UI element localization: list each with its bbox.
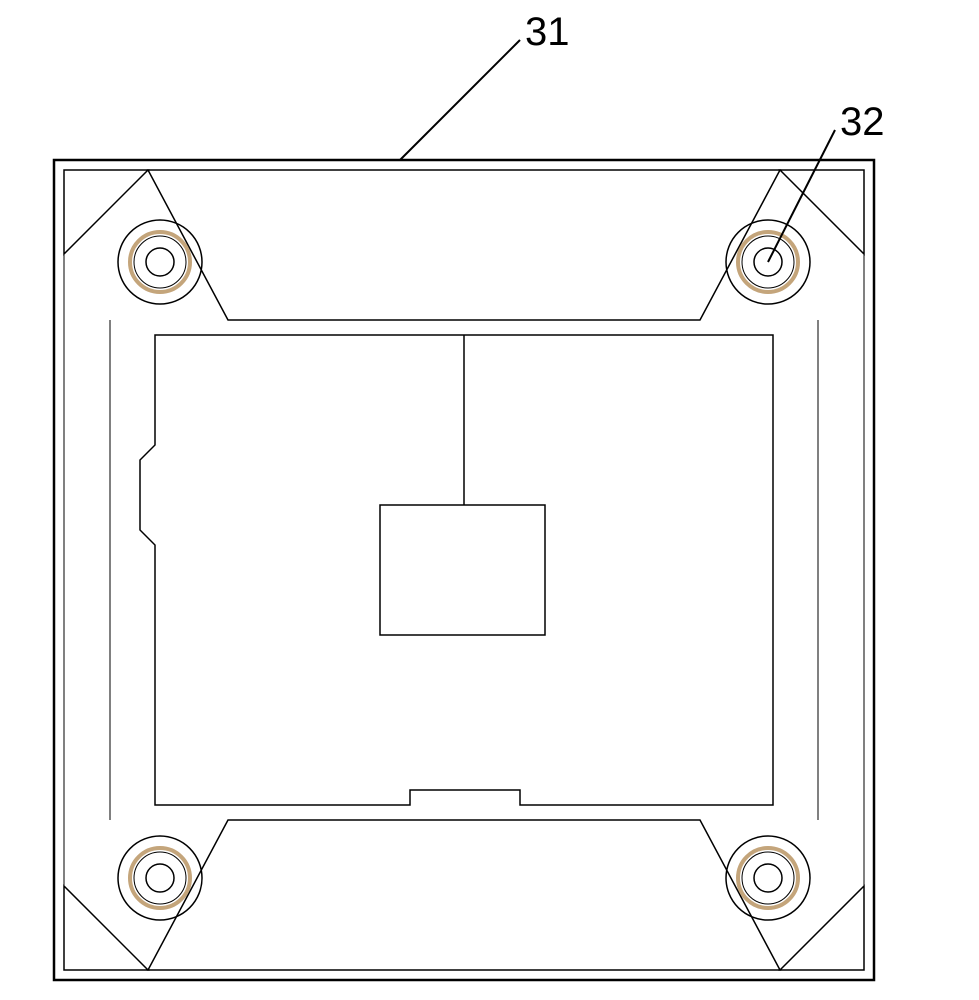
bolt-hole-br-mid2 xyxy=(742,852,794,904)
leader-32 xyxy=(768,130,835,262)
bolt-hole-bl-mid xyxy=(130,848,190,908)
diagram-container: 31 32 xyxy=(0,0,979,1000)
bottom-band xyxy=(148,820,780,970)
leader-31 xyxy=(400,40,520,160)
technical-drawing xyxy=(0,0,979,1000)
bolt-hole-bl-inner xyxy=(146,864,174,892)
outer-frame xyxy=(54,160,874,980)
inner-frame-line xyxy=(64,170,864,970)
left-channel xyxy=(64,254,110,886)
corner-chamfer-br xyxy=(780,886,864,970)
right-channel xyxy=(818,254,864,886)
bolt-hole-tl-mid2 xyxy=(134,236,186,288)
bolt-hole-bl-mid2 xyxy=(134,852,186,904)
center-feature xyxy=(380,505,545,635)
bolt-hole-tl-inner xyxy=(146,248,174,276)
label-32: 32 xyxy=(840,100,885,145)
top-band xyxy=(148,170,780,320)
corner-chamfer-bl xyxy=(64,886,148,970)
main-cavity xyxy=(140,335,773,805)
bolt-hole-br-mid xyxy=(738,848,798,908)
label-31: 31 xyxy=(525,10,570,55)
bolt-hole-br-inner xyxy=(754,864,782,892)
bolt-hole-tl-mid xyxy=(130,232,190,292)
corner-chamfer-tl xyxy=(64,170,148,254)
